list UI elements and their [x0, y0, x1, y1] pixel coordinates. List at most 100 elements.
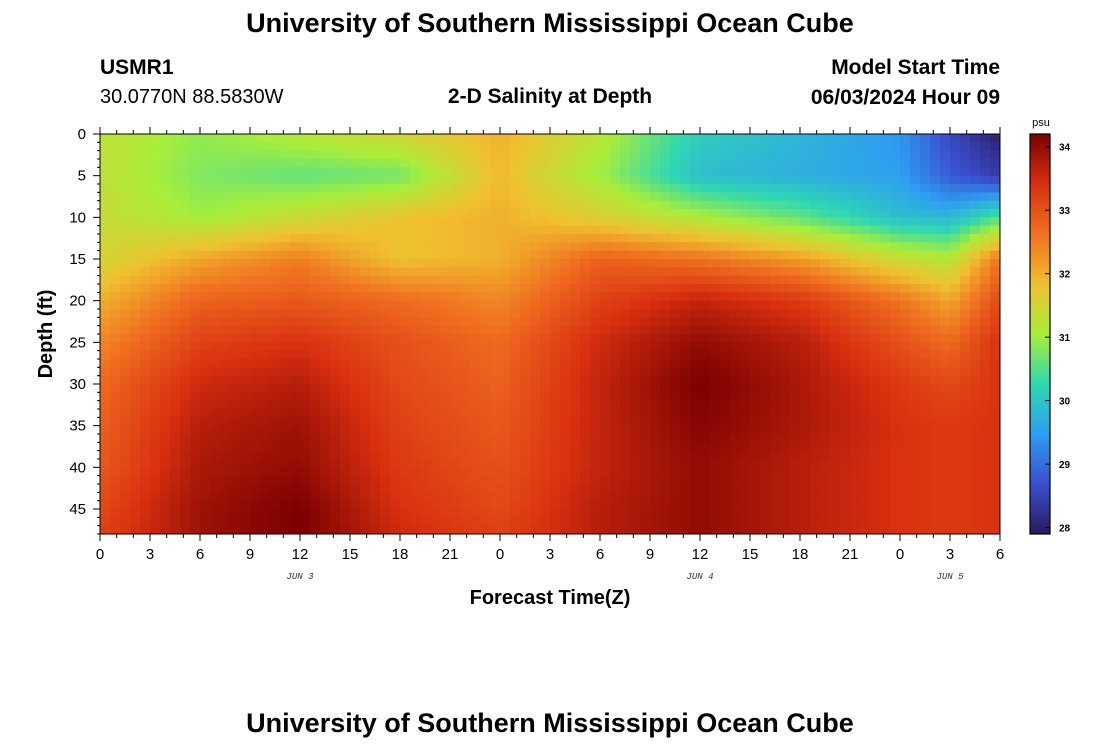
heatmap-cell — [370, 475, 381, 485]
heatmap-cell — [780, 375, 791, 385]
heatmap-cell — [320, 350, 331, 360]
heatmap-cell — [690, 375, 701, 385]
heatmap-cell — [360, 234, 371, 243]
heatmap-cell — [600, 192, 611, 202]
heatmap-cell — [140, 484, 151, 493]
heatmap-cell — [710, 134, 721, 143]
heatmap-cell — [300, 384, 311, 393]
heatmap-cell — [890, 409, 901, 418]
heatmap-cell — [230, 484, 241, 493]
heatmap-cell — [680, 450, 691, 460]
heatmap-cell — [620, 417, 631, 427]
heatmap-cell — [130, 350, 141, 360]
heatmap-cell — [520, 259, 531, 268]
heatmap-cell — [270, 250, 281, 260]
heatmap-cell — [920, 409, 931, 418]
heatmap-cell — [430, 267, 441, 277]
heatmap-cell — [420, 492, 431, 502]
heatmap-cell — [330, 525, 341, 534]
heatmap-cell — [360, 367, 371, 377]
heatmap-cell — [180, 300, 191, 310]
heatmap-cell — [380, 350, 391, 360]
heatmap-cell — [780, 134, 791, 143]
heatmap-cell — [190, 250, 201, 260]
heatmap-cell — [280, 184, 291, 193]
heatmap-cell — [240, 317, 251, 327]
heatmap-cell — [460, 342, 471, 352]
heatmap-cell — [220, 142, 231, 152]
heatmap-cell — [980, 442, 991, 452]
heatmap-cell — [790, 417, 801, 427]
heatmap-cell — [420, 325, 431, 335]
heatmap-cell — [490, 184, 501, 193]
heatmap-cell — [910, 142, 921, 152]
heatmap-cell — [530, 200, 541, 210]
heatmap-cell — [180, 217, 191, 227]
heatmap-cell — [210, 434, 221, 443]
heatmap-cell — [510, 225, 521, 235]
x-tick-label: 12 — [292, 546, 309, 563]
heatmap-cell — [940, 350, 951, 360]
heatmap-cell — [590, 150, 601, 160]
heatmap-cell — [540, 500, 551, 510]
heatmap-cell — [350, 392, 361, 402]
heatmap-cell — [930, 492, 941, 502]
heatmap-cell — [130, 400, 141, 410]
heatmap-cell — [800, 500, 811, 510]
heatmap-cell — [210, 450, 221, 460]
heatmap-cell — [810, 242, 821, 252]
heatmap-cell — [710, 392, 721, 402]
heatmap-cell — [760, 384, 771, 393]
heatmap-cell — [920, 517, 931, 527]
heatmap-cell — [870, 342, 881, 352]
heatmap-cell — [980, 142, 991, 152]
heatmap-cell — [720, 334, 731, 343]
heatmap-cell — [610, 217, 621, 227]
heatmap-cell — [450, 484, 461, 493]
heatmap-cell — [640, 225, 651, 235]
heatmap-cell — [940, 259, 951, 268]
heatmap-cell — [620, 375, 631, 385]
heatmap-cell — [550, 192, 561, 202]
heatmap-cell — [530, 484, 541, 493]
heatmap-cell — [850, 159, 861, 168]
heatmap-cell — [370, 384, 381, 393]
heatmap-cell — [120, 175, 131, 185]
heatmap-cell — [960, 192, 971, 202]
heatmap-cell — [800, 467, 811, 477]
station-id: USMR1 — [100, 56, 174, 79]
heatmap-cell — [570, 334, 581, 343]
heatmap-cell — [560, 175, 571, 185]
heatmap-cell — [550, 325, 561, 335]
heatmap-cell — [940, 450, 951, 460]
heatmap-cell — [830, 417, 841, 427]
heatmap-cell — [540, 442, 551, 452]
heatmap-cell — [880, 342, 891, 352]
heatmap-cell — [330, 450, 341, 460]
heatmap-cell — [330, 259, 341, 268]
heatmap-cell — [750, 267, 761, 277]
heatmap-cell — [770, 209, 781, 218]
heatmap-cell — [990, 167, 1000, 177]
heatmap-cell — [750, 342, 761, 352]
heatmap-cell — [470, 167, 481, 177]
heatmap-cell — [870, 425, 881, 435]
heatmap-cell — [980, 375, 991, 385]
heatmap-cell — [890, 259, 901, 268]
heatmap-cell — [820, 375, 831, 385]
heatmap-cell — [950, 459, 961, 468]
heatmap-cell — [870, 459, 881, 468]
heatmap-cell — [190, 367, 201, 377]
heatmap-cell — [190, 284, 201, 293]
heatmap-cell — [150, 517, 161, 527]
heatmap-cell — [340, 234, 351, 243]
heatmap-cell — [990, 250, 1000, 260]
heatmap-cell — [770, 350, 781, 360]
heatmap-cell — [730, 217, 741, 227]
heatmap-cell — [960, 484, 971, 493]
heatmap-cell — [470, 367, 481, 377]
heatmap-cell — [890, 159, 901, 168]
heatmap-cell — [890, 284, 901, 293]
heatmap-cell — [210, 234, 221, 243]
heatmap-cell — [330, 350, 341, 360]
